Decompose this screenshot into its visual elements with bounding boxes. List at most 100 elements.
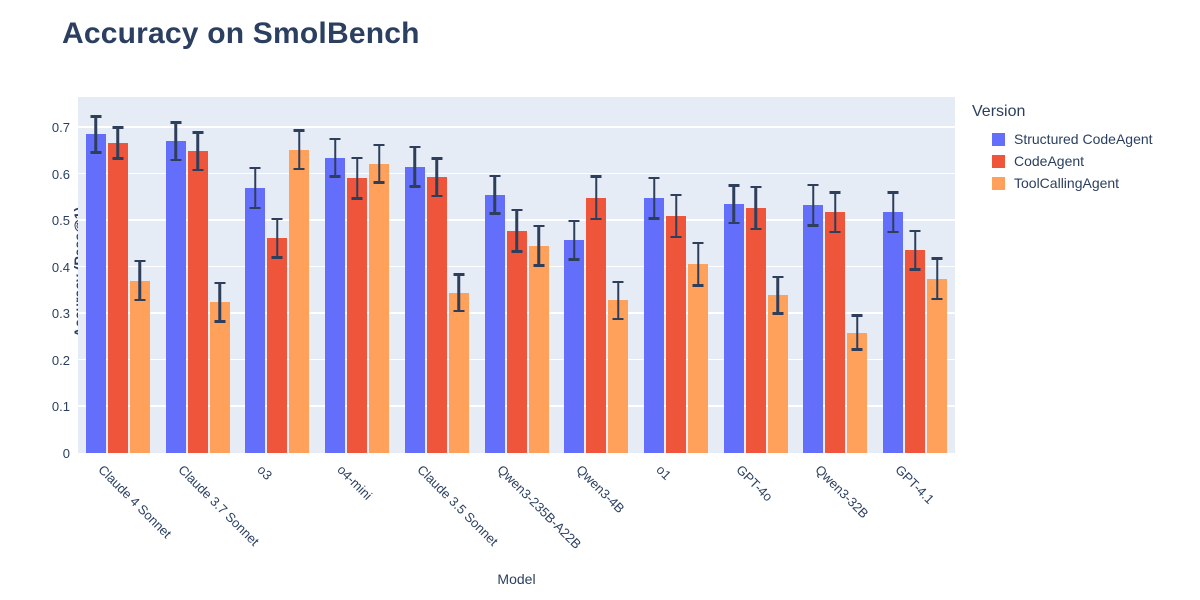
- legend-item-codeagent[interactable]: CodeAgent: [972, 150, 1192, 172]
- error-bar-stem: [856, 314, 859, 351]
- error-bar: [249, 166, 261, 210]
- error-bar-stem: [377, 143, 381, 184]
- error-bar-cap-top: [533, 224, 545, 228]
- bar-codeagent: [825, 212, 846, 453]
- error-bar-cap-bottom: [511, 250, 523, 253]
- bar-slot: [165, 97, 186, 453]
- error-bar-cap-top: [249, 166, 261, 170]
- bar-slot: [586, 97, 607, 453]
- error-bar-stem: [218, 281, 221, 323]
- bar-slot: [767, 97, 788, 453]
- bar-toolcallingagent: [688, 264, 708, 453]
- error-bar-cap-bottom: [772, 312, 784, 315]
- plot-area: [78, 97, 955, 453]
- error-bar-cap-bottom: [590, 217, 602, 221]
- bar-group-Claude 4 Sonnet: [78, 97, 158, 453]
- bar-toolcallingagent: [289, 149, 310, 453]
- error-bar-stem: [935, 257, 939, 301]
- error-bar-cap-bottom: [293, 167, 305, 171]
- bar-slot: [289, 97, 310, 453]
- error-bar: [887, 191, 899, 234]
- error-bar-cap-bottom: [807, 224, 819, 227]
- legend: Version Structured CodeAgent CodeAgent Too…: [972, 103, 1192, 194]
- error-bar-cap-top: [409, 145, 421, 149]
- error-bar-cap-bottom: [568, 258, 580, 261]
- error-bar-cap-bottom: [612, 317, 624, 321]
- error-bar-cap-bottom: [453, 309, 465, 313]
- legend-item-toolcallingagent[interactable]: ToolCallingAgent: [972, 172, 1192, 194]
- error-bar-cap-top: [931, 257, 943, 260]
- error-bar: [829, 191, 841, 234]
- error-bar-cap-bottom: [373, 181, 385, 184]
- error-bar-cap-top: [829, 191, 841, 194]
- error-bar-cap-top: [90, 115, 102, 118]
- error-bar-cap-top: [511, 208, 523, 212]
- error-bar: [807, 183, 819, 227]
- error-bar-cap-top: [329, 137, 341, 141]
- x-tick-label-Qwen3-32B: Qwen3-32B: [812, 462, 872, 522]
- error-bar-cap-top: [271, 217, 283, 221]
- x-tick-label-o4-mini: o4-mini: [334, 462, 376, 503]
- bar-slot: [666, 97, 686, 453]
- error-bar-cap-bottom: [409, 185, 421, 188]
- error-bar-cap-bottom: [909, 268, 921, 271]
- error-bar-cap-top: [909, 229, 921, 233]
- y-tick-label: 0.4: [51, 259, 70, 275]
- error-bar: [351, 156, 363, 200]
- bar-toolcallingagent: [369, 163, 390, 453]
- error-bar-cap-top: [373, 143, 385, 147]
- legend-swatch: [992, 154, 1005, 168]
- legend-title: Version: [972, 103, 1026, 120]
- error-bar-stem: [732, 184, 735, 225]
- bar-group-GPT-4o: [716, 97, 796, 453]
- error-bar-stem: [515, 208, 518, 253]
- error-bar-cap-top: [431, 157, 443, 160]
- error-bar-cap-bottom: [728, 221, 740, 225]
- error-bar-cap-bottom: [670, 235, 682, 239]
- error-bar-cap-top: [134, 259, 146, 263]
- error-bar: [192, 131, 204, 172]
- error-bar-stem: [674, 193, 678, 239]
- bar-slot: [927, 97, 948, 453]
- bar-slot: [369, 97, 390, 453]
- error-bar-stem: [413, 145, 417, 188]
- error-bar: [772, 275, 784, 315]
- error-bar: [909, 229, 921, 271]
- gridline-0.6: [78, 172, 955, 174]
- error-bar-cap-bottom: [489, 212, 501, 215]
- error-bar: [670, 193, 682, 239]
- bar-slot: [528, 97, 549, 453]
- error-bar-stem: [196, 131, 199, 172]
- bar-slot: [564, 97, 585, 453]
- error-bar-cap-top: [590, 175, 602, 178]
- error-bar-cap-top: [214, 281, 226, 285]
- error-bar: [750, 185, 762, 231]
- bar-codeagent: [267, 238, 288, 453]
- error-bar: [489, 174, 501, 215]
- error-bar-cap-bottom: [192, 168, 204, 172]
- bar-group-Claude 3.5 Sonnet: [397, 97, 477, 453]
- bar-slot: [209, 97, 230, 453]
- error-bar-cap-top: [692, 241, 704, 245]
- legend-item-structured-codeagent[interactable]: Structured CodeAgent: [972, 128, 1192, 150]
- error-bar: [90, 115, 102, 154]
- bar-group-o3: [237, 97, 317, 453]
- error-bar-cap-top: [112, 126, 124, 129]
- error-bar-stem: [754, 185, 757, 231]
- legend-label: Structured CodeAgent: [1014, 131, 1153, 147]
- error-bar: [431, 157, 443, 198]
- error-bar: [134, 259, 146, 302]
- bar-structured-codeagent: [245, 187, 266, 453]
- bar-toolcallingagent: [847, 332, 868, 453]
- error-bar-cap-bottom: [351, 197, 363, 200]
- bar-toolcallingagent: [528, 245, 549, 453]
- bar-structured-codeagent: [484, 194, 505, 453]
- error-bar-stem: [493, 174, 496, 215]
- error-bar-cap-top: [170, 121, 182, 124]
- bar-slot: [506, 97, 527, 453]
- bar-structured-codeagent: [85, 134, 106, 453]
- error-bar-stem: [776, 275, 779, 315]
- gridline-0.7: [78, 126, 955, 128]
- bar-codeagent: [187, 151, 208, 453]
- bar-toolcallingagent: [448, 292, 469, 453]
